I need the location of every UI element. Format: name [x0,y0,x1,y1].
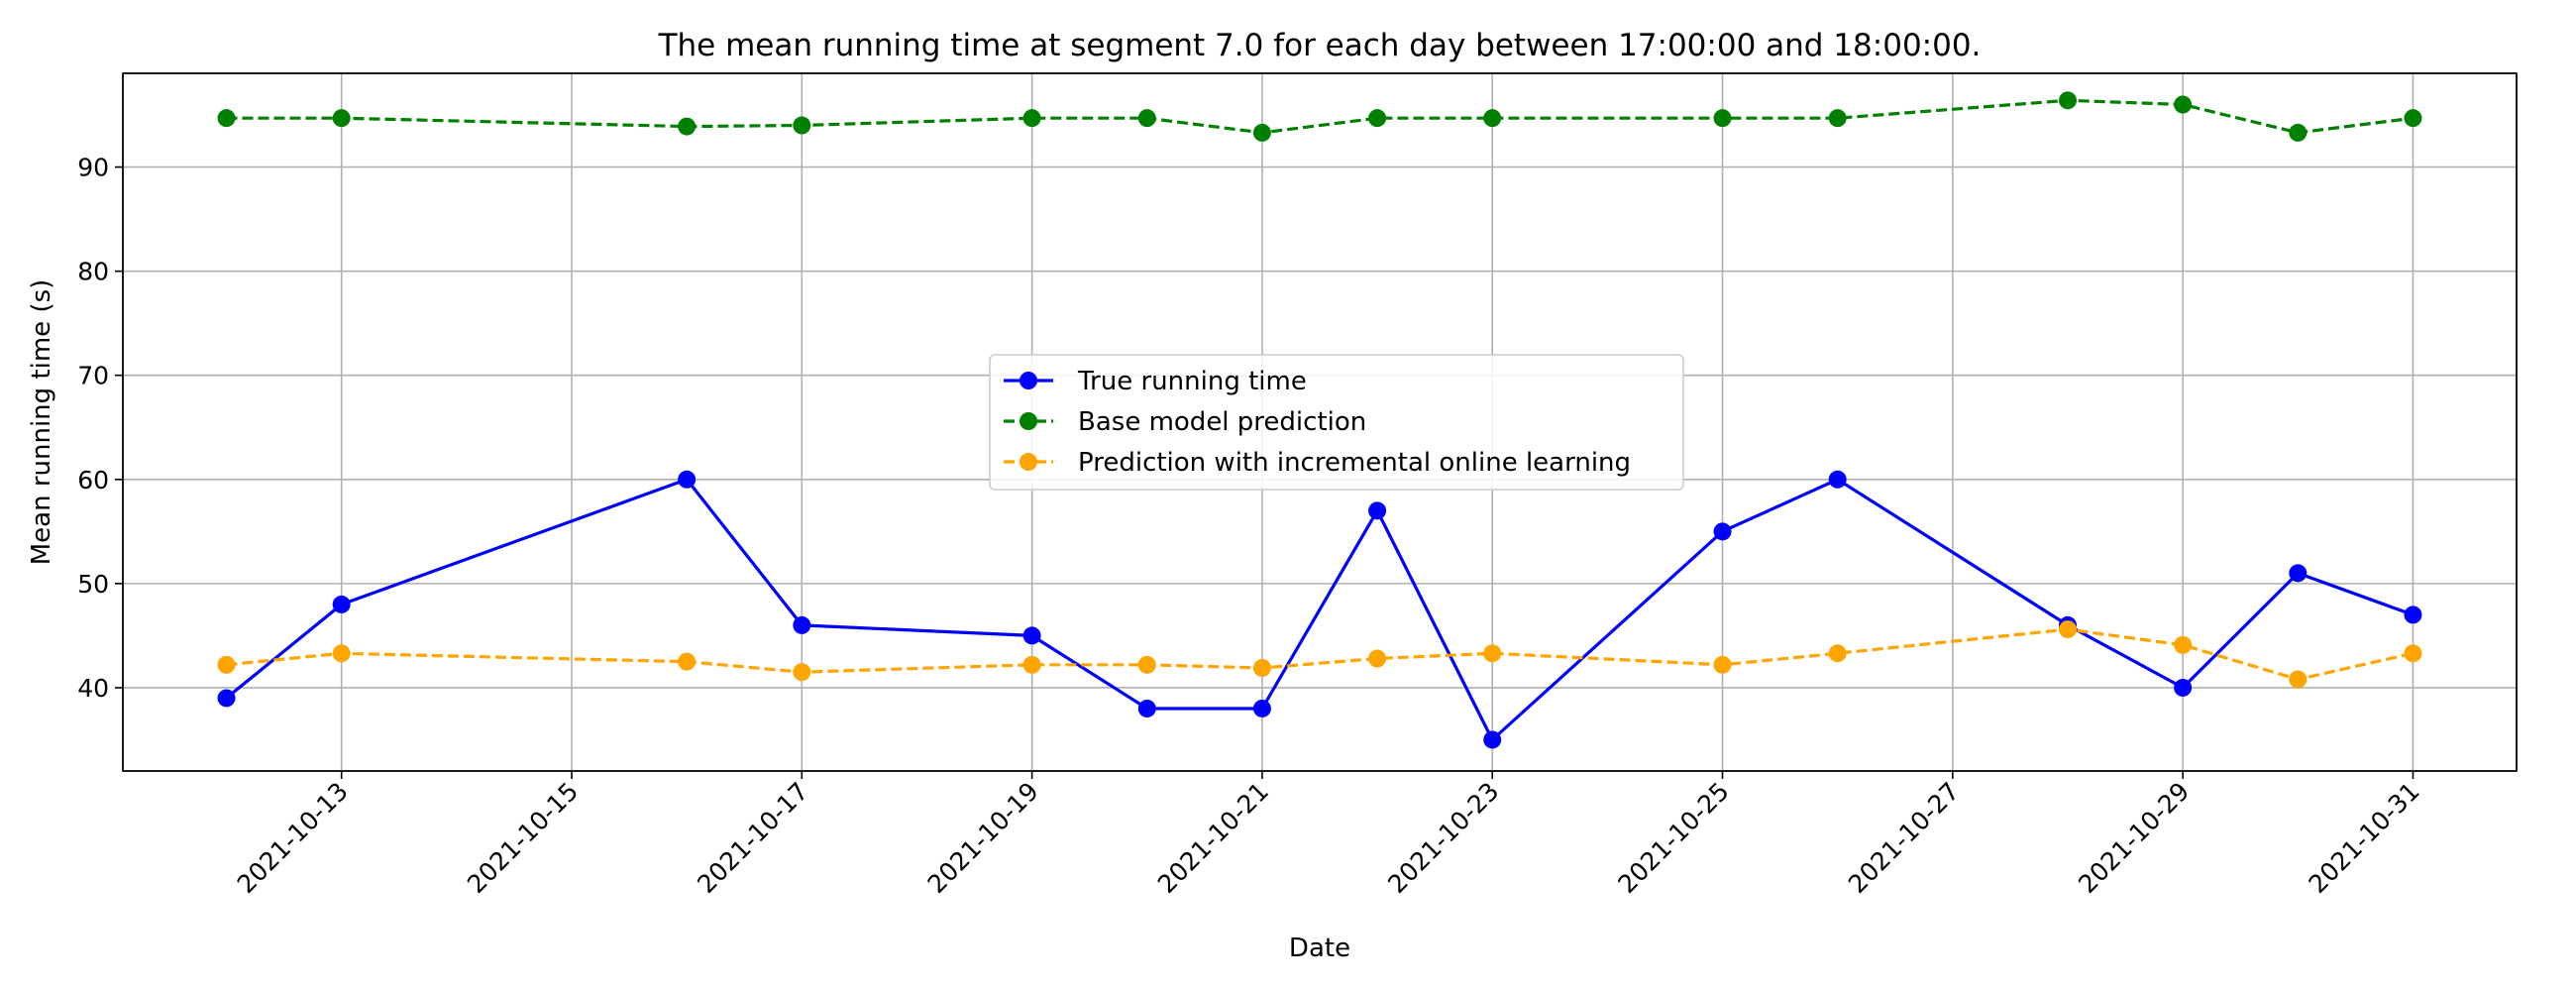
series-group [217,91,2422,749]
data-point [217,109,236,128]
chart-title: The mean running time at segment 7.0 for… [658,28,1982,63]
data-point [1022,109,1041,128]
y-tick-label: 40 [77,674,109,703]
legend-item: True running time [1004,367,1307,396]
legend-box [989,354,1684,491]
y-tick-label: 60 [77,466,109,495]
series-3 [217,620,2422,689]
data-point [2404,606,2422,624]
data-point [1483,644,1502,663]
data-point [1713,655,1732,674]
data-point [2174,678,2193,697]
data-point [217,689,236,708]
data-point [1368,649,1387,668]
series-line [226,98,2414,135]
data-point [1137,655,1156,674]
y-axis-label: Mean running time (s) [27,279,56,566]
data-point [1368,109,1387,128]
data-point [1022,626,1041,645]
data-point [1713,522,1732,541]
y-tick-label: 80 [77,258,109,286]
data-point [2404,109,2422,128]
data-point [217,655,236,674]
data-point [2174,635,2193,654]
data-point [1252,699,1271,717]
data-point [793,663,811,682]
data-point [1252,123,1271,142]
legend-marker [1020,372,1037,389]
legend: True running time Base model prediction Pr… [989,354,1684,491]
data-point [332,109,351,128]
data-point [2289,670,2308,689]
y-tick-label: 70 [77,362,109,390]
x-axis-label: Date [1289,934,1350,963]
data-point [1483,109,1502,128]
data-point [2059,620,2077,639]
legend-item: Base model prediction [1004,407,1366,437]
legend-label: Prediction with incremental online learn… [1078,448,1631,478]
legend-label: True running time [1077,367,1307,396]
data-point [2059,91,2077,110]
grid [123,73,2517,771]
y-tick-label: 90 [77,154,109,182]
data-point [678,652,697,671]
legend-item: Prediction with incremental online learn… [1004,448,1631,478]
data-point [678,470,697,489]
data-point [2174,95,2193,114]
legend-marker [1020,453,1037,471]
data-point [1368,501,1387,520]
data-point [1022,655,1041,674]
data-point [1828,109,1847,128]
legend-marker [1020,412,1037,430]
series-2 [217,91,2422,142]
data-point [2289,564,2308,583]
data-point [1483,730,1502,749]
data-point [2404,644,2422,663]
data-point [1713,109,1732,128]
legend-label: Base model prediction [1078,407,1366,437]
data-point [1828,644,1847,663]
y-tick-label: 50 [77,570,109,599]
data-point [332,595,351,613]
data-point [1137,109,1156,128]
plot-frame [122,72,2518,772]
data-point [678,117,697,136]
data-point [332,644,351,663]
data-point [2289,123,2308,142]
data-point [793,615,811,634]
data-point [1252,658,1271,677]
series-1 [217,470,2422,749]
data-point [1828,470,1847,489]
data-point [793,116,811,135]
series-line [226,627,2414,682]
data-point [1137,699,1156,717]
